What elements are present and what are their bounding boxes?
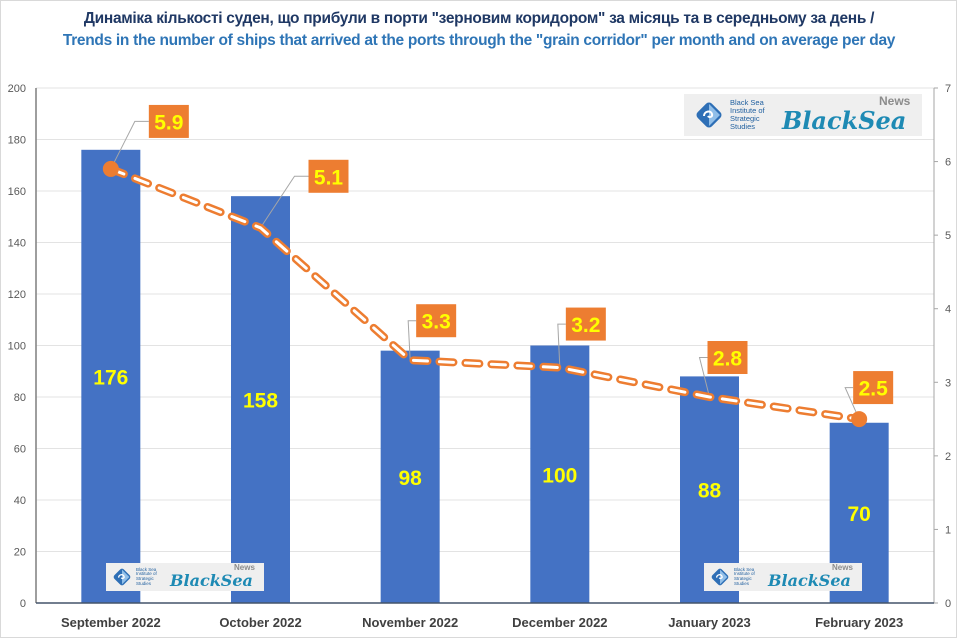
title-english: Trends in the number of ships that arriv… — [62, 31, 896, 49]
x-tick-label: January 2023 — [668, 615, 750, 630]
point-value-label: 2.5 — [859, 378, 889, 401]
leader-line — [698, 357, 710, 398]
point-value-label: 5.1 — [314, 166, 344, 189]
point-value-label: 3.3 — [422, 311, 451, 334]
y-tick-label: 120 — [8, 289, 26, 301]
y-tick-label: 40 — [14, 495, 26, 507]
y-tick-label: 140 — [8, 238, 26, 250]
daily-average-line — [102, 160, 868, 428]
institute-logo-icon — [711, 568, 729, 586]
blacksea-news-logo: BlackSea News — [768, 562, 853, 590]
blacksea-news-logo: BlackSea News — [782, 93, 911, 135]
point-labels: 5.9 5.1 3.3 3.2 2.8 2.5 — [148, 104, 894, 405]
logo-bottom-right: Black Sea Institute of Strategic Studies… — [704, 563, 862, 591]
x-tick-label: September 2022 — [61, 615, 161, 630]
y2-tick-label: 2 — [945, 451, 951, 463]
line-marker — [851, 411, 868, 428]
title-ukrainian: Динаміка кількості суден, що прибули в п… — [83, 10, 867, 27]
y2-tick-label: 3 — [945, 377, 951, 389]
bar — [231, 196, 290, 603]
leader-line — [557, 323, 566, 368]
point-value-label: 2.8 — [713, 348, 743, 371]
bar — [380, 350, 440, 603]
y-tick-label: 100 — [8, 341, 26, 353]
y2-axis-ticks: 0 1 2 3 4 5 6 7 — [934, 83, 951, 610]
logo-bottom-left: Black Sea Institute of Strategic Studies… — [106, 563, 264, 591]
bar-value-label: 70 — [847, 503, 870, 526]
x-tick-label: February 2023 — [815, 615, 903, 630]
leader-line — [407, 320, 417, 361]
y-tick-label: 60 — [14, 444, 26, 456]
x-axis-labels: September 2022 October 2022 November 2022 D… — [61, 615, 903, 630]
bars — [81, 149, 889, 604]
line-marker — [102, 160, 119, 177]
institute-logo-icon — [696, 102, 722, 128]
leader-line — [110, 120, 149, 170]
bar-value-label: 176 — [93, 366, 128, 389]
logo-top: Black Sea Institute of Strategic Studies… — [684, 94, 922, 136]
point-label-box — [707, 341, 748, 374]
y-tick-label: 80 — [14, 392, 26, 404]
x-tick-label: October 2022 — [219, 615, 301, 630]
y-tick-label: 200 — [8, 83, 26, 95]
gridlines — [36, 87, 934, 552]
y2-tick-label: 4 — [945, 304, 951, 316]
bar-value-label: 98 — [398, 467, 422, 490]
point-label-box — [416, 304, 457, 338]
point-label-box — [853, 371, 894, 405]
point-label-box — [308, 159, 349, 193]
institute-name: Black Sea Institute of Strategic Studies — [734, 566, 755, 586]
institute-name: Black Sea Institute of Strategic Studies — [730, 98, 765, 131]
bar-value-label: 100 — [542, 464, 577, 487]
chart-title: Динаміка кількості суден, що прибули в п… — [60, 8, 898, 51]
y-tick-label: 0 — [20, 598, 26, 610]
bar — [530, 345, 590, 603]
line-series-inner — [109, 167, 861, 421]
bar-value-label: 158 — [243, 390, 278, 413]
x-tick-label: November 2022 — [362, 615, 458, 630]
blacksea-news-logo: BlackSea News — [170, 562, 255, 590]
y2-tick-label: 7 — [945, 83, 951, 95]
y-axis-ticks: 0 20 40 60 80 100 120 140 160 180 200 — [8, 83, 26, 610]
bar-value-label: 88 — [698, 480, 722, 503]
leader-line — [260, 175, 309, 229]
axes — [35, 88, 935, 604]
title-separator: / — [866, 10, 875, 27]
point-value-label: 3.2 — [571, 314, 600, 337]
y2-tick-label: 1 — [945, 524, 951, 536]
point-label-box — [565, 307, 606, 341]
y2-tick-label: 5 — [945, 230, 951, 242]
point-value-label: 5.9 — [154, 111, 183, 134]
institute-name: Black Sea Institute of Strategic Studies — [136, 566, 157, 586]
bar — [81, 149, 141, 604]
label-leader-lines — [110, 120, 860, 420]
y2-tick-label: 0 — [945, 598, 951, 610]
point-label-box — [148, 104, 189, 138]
leader-line — [844, 387, 860, 420]
x-tick-label: December 2022 — [512, 615, 607, 630]
institute-logo-icon — [113, 568, 131, 586]
y-tick-label: 20 — [14, 547, 26, 559]
y-tick-label: 180 — [8, 135, 26, 147]
y2-tick-label: 6 — [945, 157, 951, 169]
bar-labels: 176 158 98 100 88 70 — [93, 366, 871, 525]
y-tick-label: 160 — [8, 186, 26, 198]
